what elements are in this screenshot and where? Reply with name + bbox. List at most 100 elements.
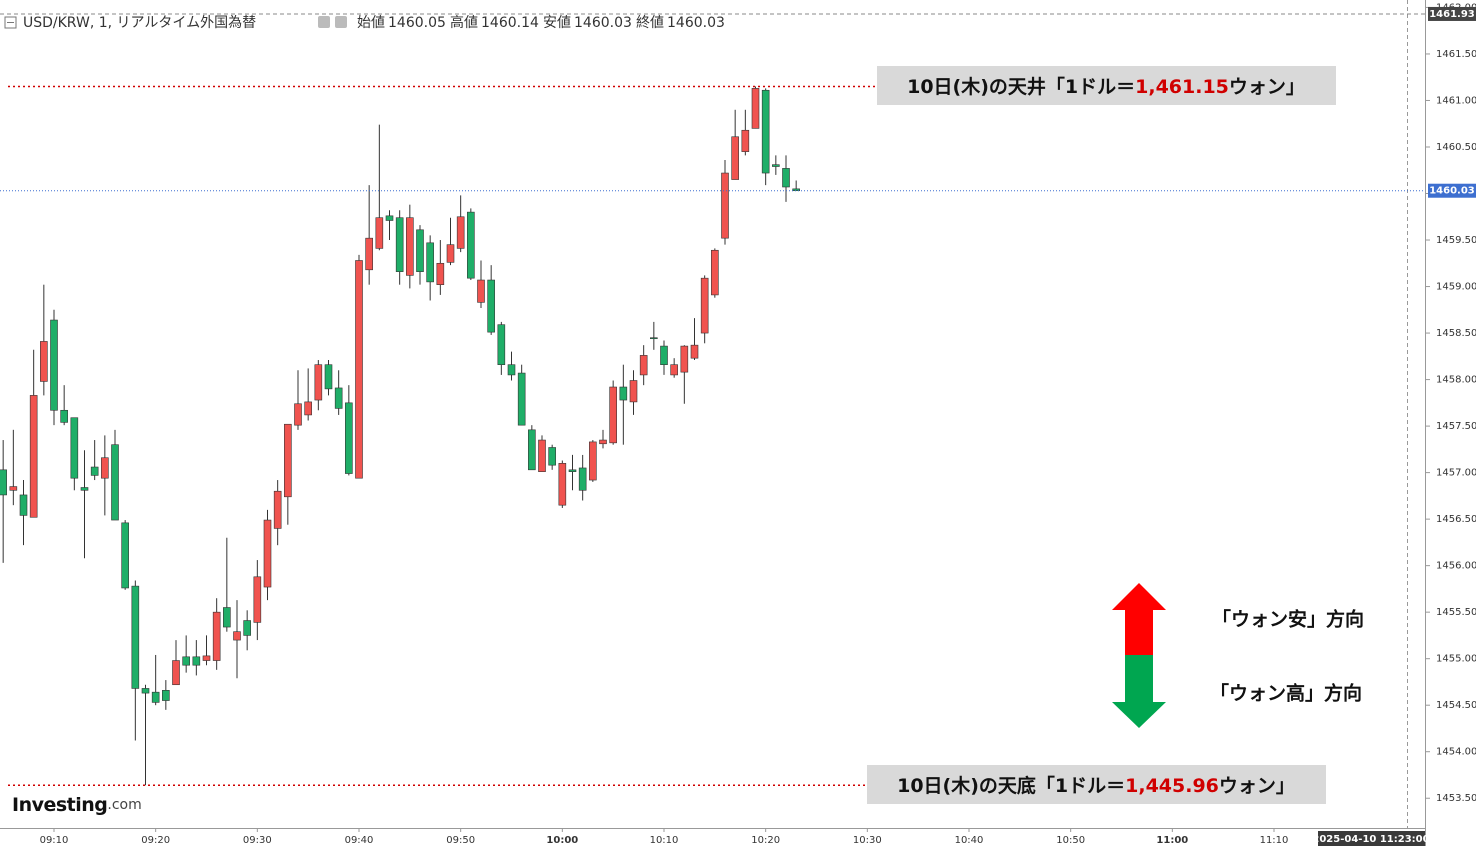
- candle-body: [90, 466, 99, 476]
- y-tick-label: 1456.50: [1436, 514, 1476, 525]
- candle-body: [284, 423, 292, 498]
- legend-label: 安値: [543, 15, 571, 31]
- candle-body: [223, 607, 231, 628]
- candle-body: [131, 585, 140, 689]
- legend-value: 1460.05: [388, 15, 446, 31]
- candle-body: [670, 364, 678, 376]
- watermark-brand: Investing: [12, 794, 107, 816]
- settings-icon[interactable]: [335, 16, 347, 28]
- candle-body: [538, 439, 546, 472]
- candle-body: [782, 168, 790, 188]
- collapse-icon[interactable]: [4, 16, 17, 29]
- candle-body: [731, 136, 739, 180]
- candle-body: [548, 447, 556, 466]
- candle-body: [355, 260, 363, 479]
- candle-body: [172, 660, 180, 686]
- candle-body: [202, 655, 211, 661]
- candle-body: [436, 262, 445, 285]
- y-tick-label: 1457.50: [1436, 421, 1476, 432]
- direction-label: 「ウォン高」方向: [1210, 682, 1362, 705]
- candle-body: [182, 656, 190, 666]
- candle-body: [60, 409, 68, 423]
- legend-label: 始値: [357, 15, 385, 31]
- candle-body: [406, 217, 414, 276]
- x-tick-label: 09:50: [446, 835, 475, 846]
- candle-body: [426, 242, 434, 283]
- candle-body: [162, 690, 170, 701]
- candle-body: [487, 279, 495, 333]
- y-tick-label: 1456.00: [1436, 561, 1476, 572]
- candle-body: [19, 494, 28, 516]
- x-tick-label: 11:00: [1156, 835, 1188, 846]
- candle-body: [294, 403, 302, 426]
- settings-icon[interactable]: [318, 16, 330, 28]
- candle-body: [324, 364, 333, 390]
- candle-body: [558, 463, 567, 506]
- annotation: 10日(木)の天底「1ドル＝1,445.96ウォン」: [897, 774, 1295, 797]
- annotation-text: 10日(木)の天底「1ドル＝: [897, 774, 1125, 797]
- y-tick-label: 1461.50: [1436, 49, 1476, 60]
- y-tick-label: 1459.50: [1436, 235, 1476, 246]
- symbol-title: USD/KRW, 1, リアルタイム外国為替: [23, 15, 256, 31]
- y-tick-label: 1460.50: [1436, 142, 1476, 153]
- candle-body: [629, 380, 638, 403]
- candle-body: [29, 395, 38, 518]
- y-tick-label: 1455.50: [1436, 607, 1476, 618]
- candle-body: [477, 279, 485, 303]
- watermark-suffix: .com: [107, 797, 141, 813]
- direction-label: 「ウォン安」方向: [1212, 608, 1364, 631]
- candle-body: [243, 620, 251, 636]
- y-tick-label: 1458.50: [1436, 328, 1476, 339]
- candle-body: [233, 631, 241, 641]
- x-tick-label: 09:10: [40, 835, 69, 846]
- candle-body: [263, 519, 272, 588]
- candle-body: [711, 249, 719, 296]
- candle-body: [446, 244, 455, 263]
- candle-body: [111, 444, 119, 521]
- x-tick-label: 09:40: [345, 835, 374, 846]
- candle-body: [741, 129, 750, 152]
- y-tick-label: 1458.00: [1436, 375, 1476, 386]
- candle-body: [365, 237, 373, 271]
- candle-body: [650, 337, 658, 340]
- legend-value: 1460.03: [574, 15, 632, 31]
- candle-body: [345, 402, 353, 474]
- annotation-text: ウォン」: [1219, 775, 1295, 797]
- candle-body: [497, 324, 506, 365]
- candle-body: [680, 345, 689, 373]
- candle-body: [334, 387, 343, 409]
- candle-body: [141, 688, 150, 694]
- ohlc-legend: 始値 1460.05 高値 1460.14 安値 1460.03 終値 1460.03: [357, 14, 725, 31]
- candle-body: [50, 319, 58, 411]
- high-marker-box: [1428, 6, 1476, 21]
- candle-body: [761, 89, 770, 174]
- candle-body: [151, 691, 160, 703]
- candle-body: [568, 469, 577, 472]
- timestamp: 2025-04-10 11:23:00: [1312, 834, 1429, 845]
- annotation-value: 1,461.15: [1135, 76, 1229, 98]
- down-arrow: [1112, 655, 1166, 728]
- candle-body: [528, 429, 536, 471]
- candle-body: [690, 344, 699, 359]
- x-tick-label: 11:10: [1260, 835, 1289, 846]
- candle-body: [609, 386, 617, 444]
- candles: [0, 86, 800, 786]
- x-tick-label: 09:30: [243, 835, 272, 846]
- candle-body: [0, 469, 7, 496]
- candle-body: [70, 417, 79, 479]
- candle-body: [253, 576, 262, 623]
- candle-body: [304, 401, 312, 416]
- candle-body: [395, 217, 404, 272]
- candle-body: [599, 439, 607, 445]
- candle-body: [507, 364, 516, 376]
- candle-body: [40, 341, 48, 382]
- up-arrow: [1112, 583, 1166, 655]
- last-price-box: [1428, 183, 1476, 198]
- x-tick-label: 10:30: [853, 835, 882, 846]
- watermark: Investing.com: [12, 794, 142, 816]
- candle-body: [660, 345, 668, 365]
- candle-body: [721, 172, 729, 239]
- candle-body: [416, 229, 424, 272]
